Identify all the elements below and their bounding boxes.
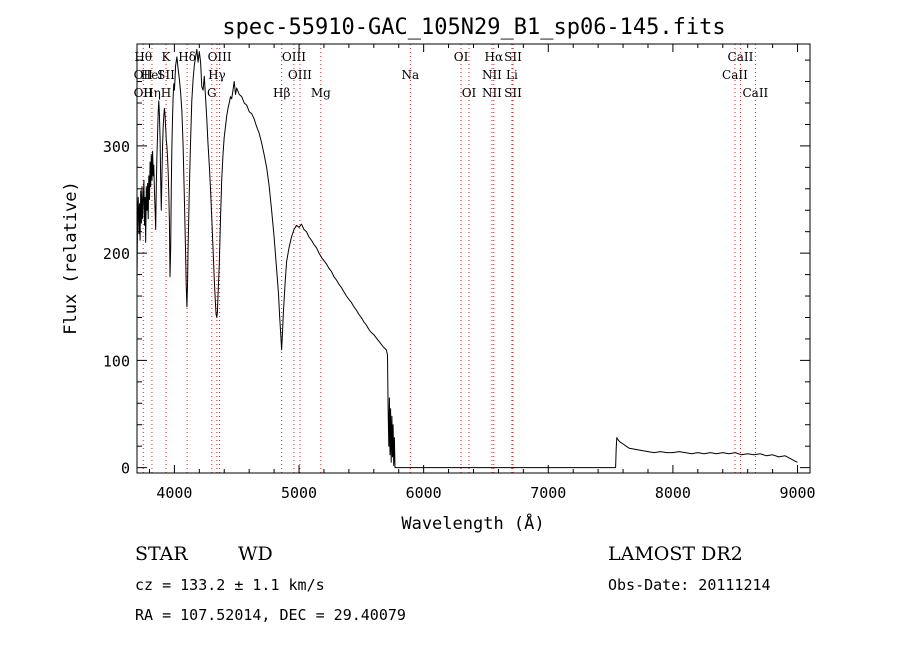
line-marker-label: NII: [482, 68, 502, 82]
y-axis-label: Flux (relative): [61, 181, 81, 335]
chart-title: spec-55910-GAC_105N29_B1_sp06-145.fits: [222, 15, 725, 40]
x-tick-label: 7000: [530, 484, 566, 502]
line-marker-label: SII: [504, 50, 522, 64]
x-tick-label: 4000: [156, 484, 192, 502]
line-marker-label: Hγ: [208, 68, 226, 82]
line-marker-label: Mg: [311, 86, 331, 100]
line-marker-label: Hα: [485, 50, 504, 64]
line-marker-label: Hβ: [273, 86, 290, 100]
x-axis: 4000 5000 6000 7000 8000 9000: [148, 44, 816, 502]
line-marker-label: OI: [454, 50, 469, 64]
y-tick-label: 0: [121, 460, 130, 478]
line-marker-label: NII: [482, 86, 502, 100]
line-marker-label: CaII: [742, 86, 768, 100]
y-tick-label: 200: [103, 245, 130, 263]
x-axis-label: Wavelength (Å): [401, 512, 544, 534]
x-tick-label: 9000: [779, 484, 815, 502]
line-marker-label: SII: [504, 86, 522, 100]
line-marker-label: OIII: [282, 50, 306, 64]
x-tick-label: 6000: [406, 484, 442, 502]
line-marker-label: SII: [157, 68, 175, 82]
y-tick-label: 300: [103, 138, 130, 156]
survey-name: LAMOST DR2: [608, 543, 743, 565]
star-subclass: WD: [238, 543, 273, 565]
line-marker-label: Hη: [143, 86, 161, 100]
line-marker-label: CaII: [728, 50, 754, 64]
x-tick-label: 8000: [655, 484, 691, 502]
x-tick-label: 5000: [281, 484, 317, 502]
line-marker-label: Hδ: [178, 50, 196, 64]
star-class: STAR: [135, 543, 188, 565]
line-marker-label: OIII: [288, 68, 312, 82]
line-marker-label: HeI: [141, 68, 164, 82]
line-marker-label: Na: [401, 68, 419, 82]
redshift-cz: cz = 133.2 ± 1.1 km/s: [135, 576, 325, 594]
line-marker-label: K: [162, 50, 172, 64]
line-marker-label: OII: [134, 68, 154, 82]
spectrum-series-line: [136, 48, 798, 469]
line-marker-label: G: [207, 86, 217, 100]
observation-date: Obs-Date: 20111214: [608, 576, 771, 594]
line-marker-label: OIII: [208, 50, 232, 64]
spectral-line-markers: [142, 44, 756, 473]
spectral-line-labels: HθOIIOIIHeIHηKSIIHHδGHγOIIIHβOIIIOIIIMgN…: [134, 50, 769, 100]
plot-frame: [136, 43, 811, 474]
y-axis: 0 100 200 300: [103, 59, 810, 478]
line-marker-label: OII: [134, 86, 154, 100]
line-marker-label: OI: [462, 86, 477, 100]
coordinates: RA = 107.52014, DEC = 29.40079: [135, 606, 406, 624]
line-marker-label: CaII: [722, 68, 748, 82]
line-marker-label: Li: [506, 68, 518, 82]
y-tick-label: 100: [103, 352, 130, 370]
line-marker-label: H: [161, 86, 171, 100]
